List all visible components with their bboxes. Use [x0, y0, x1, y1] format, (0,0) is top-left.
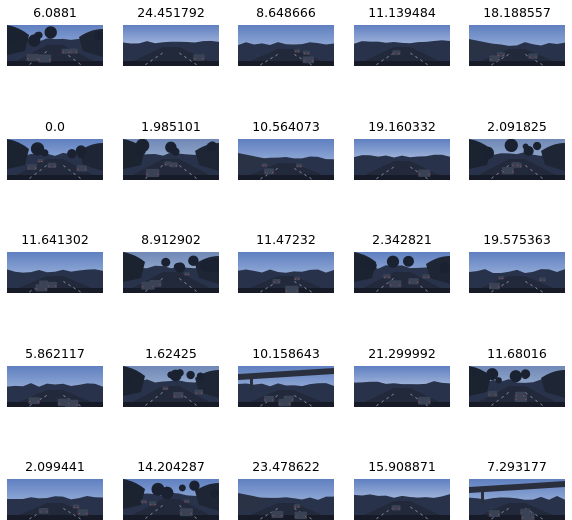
- driving-scene-thumbnail: [469, 252, 565, 293]
- image-value-label: 8.912902: [141, 232, 201, 247]
- image-value-label: 11.641302: [21, 232, 89, 247]
- grid-cell: 19.575363: [469, 231, 565, 293]
- grid-cell: 8.912902: [123, 231, 219, 293]
- grid-cell: 7.293177: [469, 458, 565, 520]
- grid-cell: 1.985101: [123, 118, 219, 180]
- driving-scene-thumbnail: [7, 479, 103, 520]
- driving-scene-thumbnail: [123, 479, 219, 520]
- image-value-label: 0.0: [45, 119, 65, 134]
- grid-cell: 11.139484: [354, 4, 450, 66]
- grid-cell: 10.564073: [238, 118, 334, 180]
- image-value-label: 11.68016: [487, 346, 547, 361]
- image-value-label: 14.204287: [137, 459, 205, 474]
- grid-cell: 23.478622: [238, 458, 334, 520]
- driving-scene-thumbnail: [354, 25, 450, 66]
- driving-scene-thumbnail: [354, 366, 450, 407]
- grid-cell: 18.188557: [469, 4, 565, 66]
- driving-scene-thumbnail: [7, 139, 103, 180]
- driving-scene-thumbnail: [469, 139, 565, 180]
- grid-cell: 8.648666: [238, 4, 334, 66]
- driving-scene-thumbnail: [238, 252, 334, 293]
- image-value-label: 10.564073: [252, 119, 320, 134]
- grid-cell: 11.47232: [238, 231, 334, 293]
- driving-scene-thumbnail: [123, 366, 219, 407]
- image-value-label: 1.985101: [141, 119, 201, 134]
- driving-scene-thumbnail: [354, 479, 450, 520]
- grid-cell: 2.099441: [7, 458, 103, 520]
- image-value-label: 23.478622: [252, 459, 320, 474]
- grid-cell: 5.862117: [7, 345, 103, 407]
- driving-scene-thumbnail: [354, 139, 450, 180]
- image-value-label: 8.648666: [256, 5, 316, 20]
- driving-scene-thumbnail: [7, 366, 103, 407]
- driving-scene-thumbnail: [7, 25, 103, 66]
- image-value-label: 1.62425: [145, 346, 197, 361]
- driving-scene-thumbnail: [354, 252, 450, 293]
- grid-cell: 11.641302: [7, 231, 103, 293]
- driving-scene-thumbnail: [469, 366, 565, 407]
- image-value-label: 6.0881: [33, 5, 77, 20]
- image-value-label: 2.099441: [25, 459, 85, 474]
- driving-scene-thumbnail: [7, 252, 103, 293]
- image-value-label: 11.139484: [368, 5, 436, 20]
- image-value-label: 5.862117: [25, 346, 85, 361]
- image-value-label: 19.575363: [483, 232, 551, 247]
- image-value-label: 15.908871: [368, 459, 436, 474]
- driving-scene-thumbnail: [123, 139, 219, 180]
- driving-scene-thumbnail: [238, 479, 334, 520]
- grid-cell: 19.160332: [354, 118, 450, 180]
- image-value-label: 11.47232: [256, 232, 316, 247]
- grid-cell: 2.091825: [469, 118, 565, 180]
- grid-cell: 0.0: [7, 118, 103, 180]
- grid-cell: 6.0881: [7, 4, 103, 66]
- grid-cell: 11.68016: [469, 345, 565, 407]
- driving-scene-thumbnail: [123, 252, 219, 293]
- image-value-label: 18.188557: [483, 5, 551, 20]
- image-value-label: 21.299992: [368, 346, 436, 361]
- grid-cell: 24.451792: [123, 4, 219, 66]
- driving-scene-thumbnail: [469, 25, 565, 66]
- image-value-label: 10.158643: [252, 346, 320, 361]
- image-value-label: 2.342821: [372, 232, 432, 247]
- driving-scene-thumbnail: [238, 366, 334, 407]
- image-value-label: 19.160332: [368, 119, 436, 134]
- grid-cell: 1.62425: [123, 345, 219, 407]
- grid-cell: 15.908871: [354, 458, 450, 520]
- driving-scene-thumbnail: [469, 479, 565, 520]
- grid-cell: 2.342821: [354, 231, 450, 293]
- image-value-label: 7.293177: [487, 459, 547, 474]
- image-value-label: 24.451792: [137, 5, 205, 20]
- grid-cell: 10.158643: [238, 345, 334, 407]
- image-value-label: 2.091825: [487, 119, 547, 134]
- driving-scene-thumbnail: [238, 139, 334, 180]
- grid-cell: 21.299992: [354, 345, 450, 407]
- driving-scene-thumbnail: [123, 25, 219, 66]
- driving-scene-thumbnail: [238, 25, 334, 66]
- grid-cell: 14.204287: [123, 458, 219, 520]
